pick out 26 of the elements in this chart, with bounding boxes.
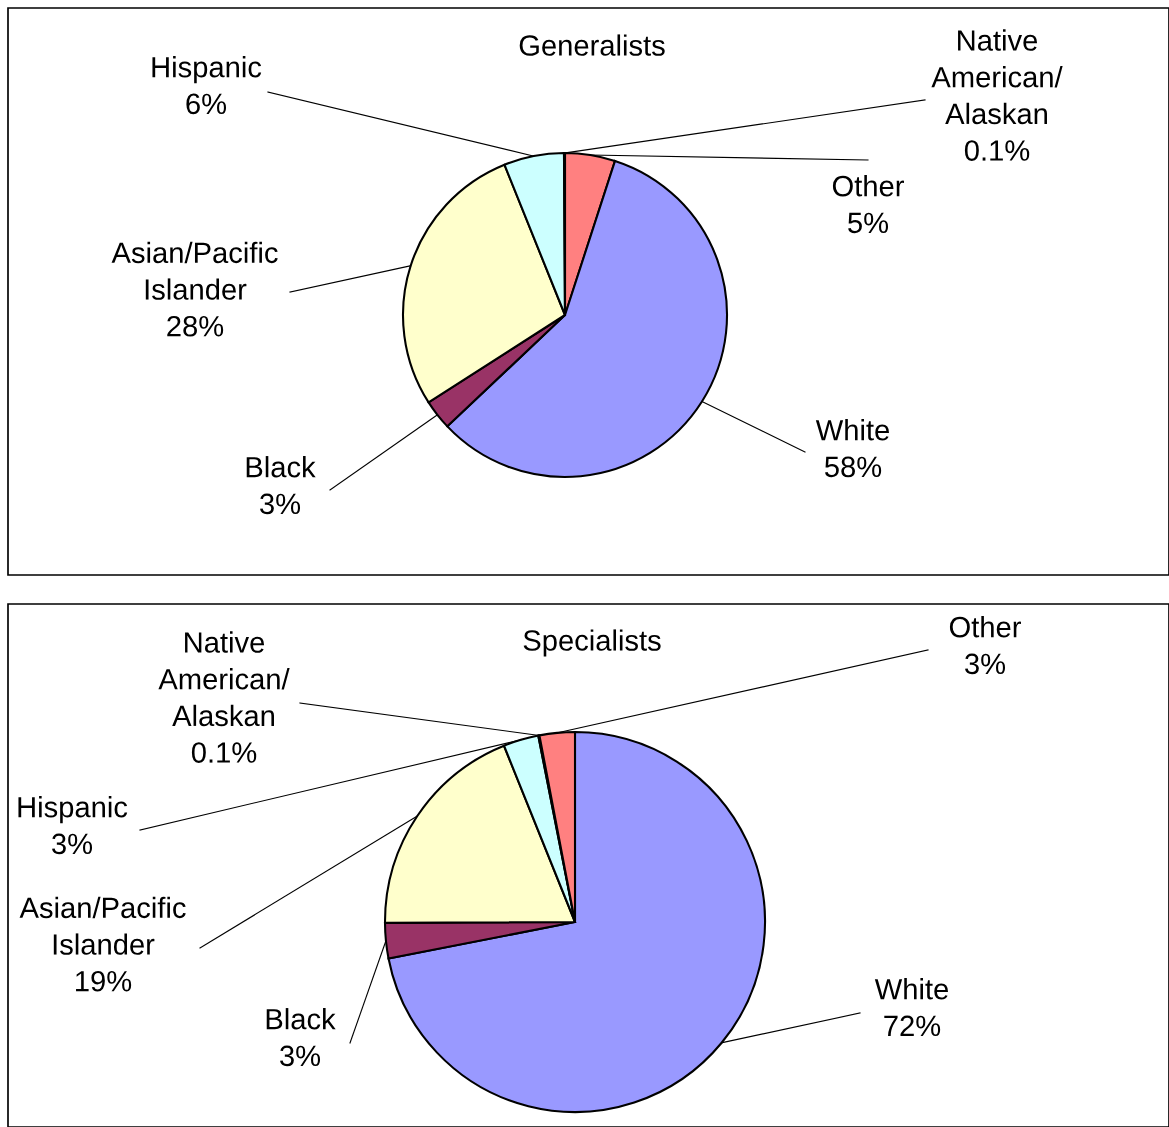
data-label: 3% (280, 1045, 321, 1067)
slice-label: White (874, 978, 948, 1000)
data-label: 28% (167, 315, 224, 337)
data-label: 6% (186, 93, 227, 115)
slice-label: Black (246, 456, 316, 478)
data-label: 19% (76, 970, 132, 992)
slice-label: White (815, 419, 889, 441)
slice-label: Native American/ Alaskan (931, 29, 1063, 125)
data-label: 5% (848, 212, 889, 234)
data-label: 58% (824, 456, 882, 478)
slice-label: Asian/Pacific Islander (111, 241, 278, 300)
data-label: 3% (965, 653, 1006, 675)
slice-label: Native American/ Alaskan (158, 631, 290, 727)
data-label: 3% (52, 833, 93, 855)
chart-title: Specialists (523, 629, 661, 657)
slice-label: Other (832, 175, 904, 197)
data-label: 0.1% (191, 742, 257, 763)
slice-label: Other (949, 616, 1021, 638)
data-label: 0.1% (964, 140, 1030, 161)
data-label: 72% (884, 1015, 941, 1037)
slice-label: Asian/Pacific Islander (19, 896, 186, 955)
chart-title: Generalists (519, 34, 665, 56)
data-label: 3% (260, 493, 301, 515)
slice-label: Hispanic (152, 56, 262, 84)
slice-label: Hispanic (18, 796, 128, 824)
slice-label: Black (266, 1008, 336, 1030)
